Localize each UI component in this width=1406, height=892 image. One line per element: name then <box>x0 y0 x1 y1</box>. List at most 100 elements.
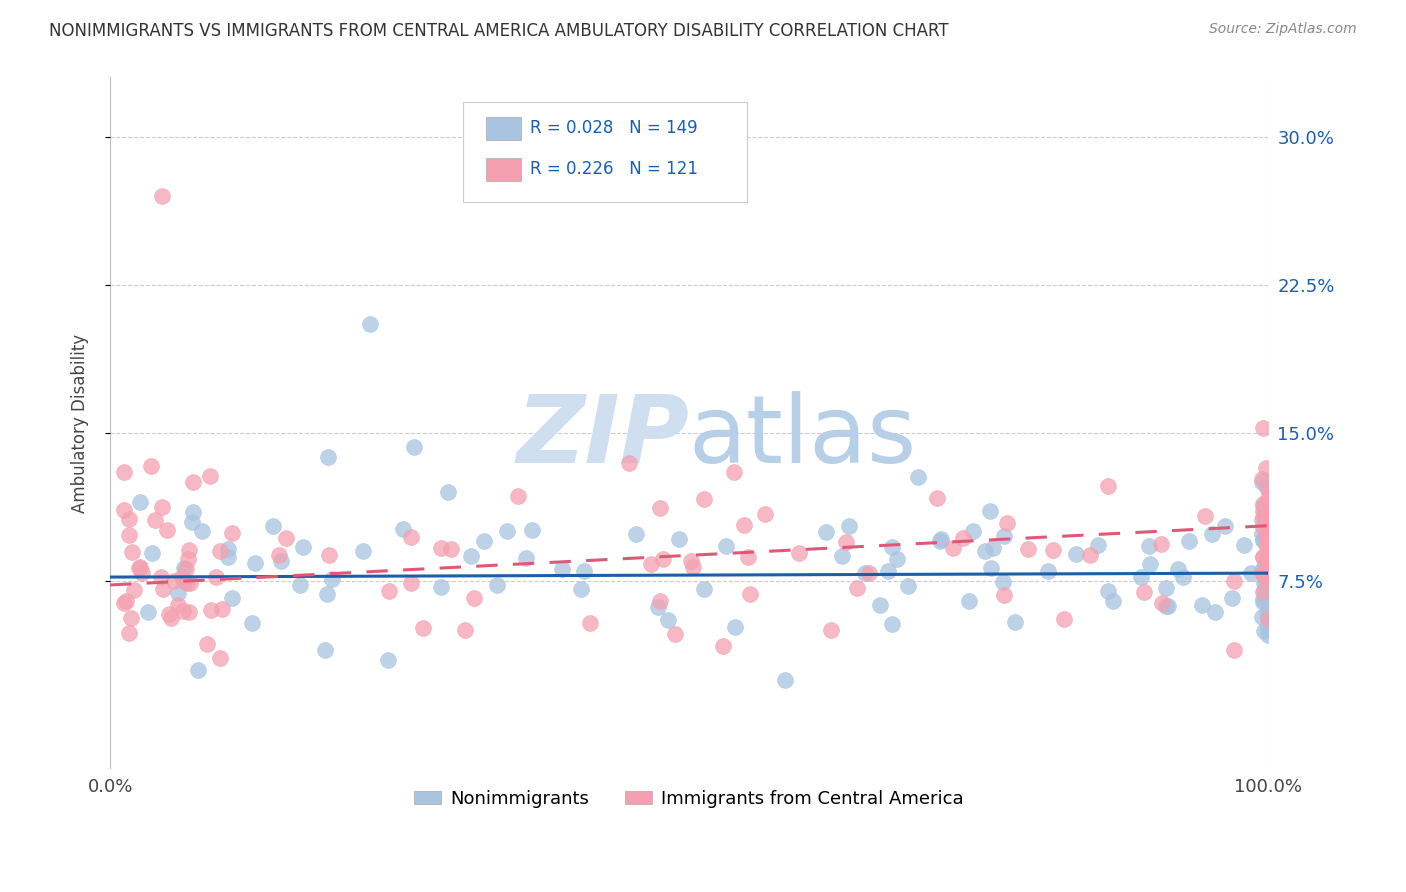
Point <box>195 637 218 651</box>
Point <box>399 529 422 543</box>
Point <box>650 501 672 516</box>
Point <box>737 550 759 565</box>
Point <box>1257 559 1279 574</box>
Point <box>143 513 166 527</box>
Point <box>733 518 755 533</box>
Point <box>1139 557 1161 571</box>
Point <box>1251 550 1274 565</box>
Text: R = 0.226   N = 121: R = 0.226 N = 121 <box>530 161 699 178</box>
Point <box>1257 532 1279 546</box>
Point <box>711 639 734 653</box>
Point <box>1256 529 1278 543</box>
Point <box>453 624 475 638</box>
Point <box>181 515 204 529</box>
Point <box>176 576 198 591</box>
Point <box>1257 573 1279 587</box>
Point <box>1256 508 1278 523</box>
Point <box>173 574 195 588</box>
Point <box>880 540 903 554</box>
Point <box>551 562 574 576</box>
Point <box>217 549 239 564</box>
Point <box>1233 538 1256 552</box>
Point <box>1257 549 1279 564</box>
Point <box>962 524 984 538</box>
Point <box>243 556 266 570</box>
Point <box>274 531 297 545</box>
Point <box>1154 581 1177 595</box>
Point <box>942 541 965 556</box>
Point <box>1201 527 1223 541</box>
Point <box>118 626 141 640</box>
Point <box>149 570 172 584</box>
Point <box>316 587 339 601</box>
Point <box>897 579 920 593</box>
FancyBboxPatch shape <box>486 158 522 181</box>
Point <box>1257 576 1279 591</box>
Point <box>208 544 231 558</box>
FancyBboxPatch shape <box>486 117 522 140</box>
Point <box>412 621 434 635</box>
Point <box>121 545 143 559</box>
Point <box>112 596 135 610</box>
Point <box>129 495 152 509</box>
Point <box>495 524 517 539</box>
Point <box>1257 482 1279 496</box>
Point <box>1150 596 1173 610</box>
Point <box>1257 544 1279 558</box>
Point <box>1257 564 1279 578</box>
Point <box>980 561 1002 575</box>
Point <box>957 594 980 608</box>
Point <box>1150 537 1173 551</box>
Point <box>1257 508 1279 523</box>
Point <box>321 572 343 586</box>
Point <box>1253 576 1275 591</box>
Point <box>974 544 997 558</box>
Point <box>1253 516 1275 530</box>
Point <box>181 475 204 490</box>
Point <box>693 492 716 507</box>
Point <box>572 564 595 578</box>
Point <box>399 576 422 591</box>
Point <box>121 611 143 625</box>
Point <box>1257 556 1279 570</box>
Point <box>1215 519 1237 533</box>
Point <box>1257 622 1279 636</box>
Point <box>787 546 810 560</box>
Point <box>1251 421 1274 435</box>
Point <box>352 544 374 558</box>
Point <box>112 466 135 480</box>
Point <box>174 562 197 576</box>
Point <box>682 560 704 574</box>
Point <box>1251 504 1274 518</box>
Point <box>981 541 1004 556</box>
Point <box>668 532 690 546</box>
Point <box>569 582 592 596</box>
Point <box>1257 549 1279 563</box>
Point <box>929 532 952 546</box>
Point <box>1204 605 1226 619</box>
Point <box>838 519 860 533</box>
Point <box>177 605 200 619</box>
Point <box>624 527 647 541</box>
Point <box>1254 479 1277 493</box>
Point <box>814 524 837 539</box>
Point <box>1167 561 1189 575</box>
Point <box>846 582 869 596</box>
Point <box>773 673 796 687</box>
Point <box>1251 519 1274 533</box>
Point <box>1257 553 1279 567</box>
Point <box>1254 499 1277 513</box>
Legend: Nonimmigrants, Immigrants from Central America: Nonimmigrants, Immigrants from Central A… <box>406 782 972 815</box>
Point <box>1156 599 1178 613</box>
Point <box>392 522 415 536</box>
Point <box>1257 519 1279 533</box>
Point <box>640 557 662 571</box>
Point <box>1253 583 1275 598</box>
Point <box>1254 516 1277 531</box>
Point <box>177 542 200 557</box>
Point <box>172 604 194 618</box>
Point <box>1257 515 1279 529</box>
Point <box>1256 605 1278 619</box>
Y-axis label: Ambulatory Disability: Ambulatory Disability <box>72 334 89 513</box>
Point <box>1078 548 1101 562</box>
